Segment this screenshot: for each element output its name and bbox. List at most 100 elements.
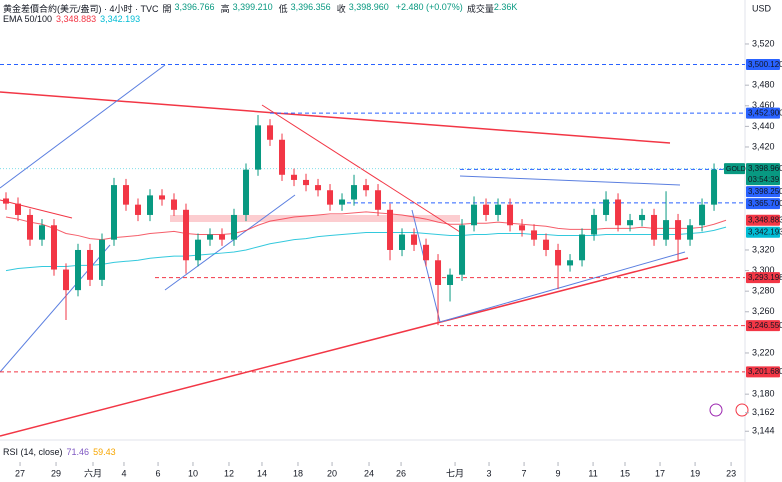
price-box — [746, 214, 780, 226]
x-tick-label: 12 — [224, 468, 234, 478]
candle-body — [459, 225, 466, 275]
candle-body — [591, 214, 598, 235]
candle-body — [99, 239, 106, 280]
candle-body — [423, 244, 430, 261]
trend-line — [0, 91, 671, 144]
y-tick-label: 3,420 — [752, 141, 775, 151]
ema-row: EMA 50/100 3,348.883 3,342.193 — [3, 14, 140, 24]
candle-body — [255, 125, 262, 170]
price-box-label: 3,246.550 — [748, 321, 782, 330]
y-tick-label: 3,162 — [752, 407, 775, 417]
drawings — [0, 64, 689, 437]
x-tick-label: 17 — [655, 468, 665, 478]
y-tick-label: 3,144 — [752, 426, 775, 436]
event-icon — [735, 403, 749, 417]
x-tick-label: 23 — [726, 468, 736, 478]
trend-line — [0, 64, 166, 189]
candle-body — [291, 174, 298, 180]
ohlc-value: 3,399.210 — [232, 2, 273, 12]
price-box-label: 3,201.680 — [748, 367, 782, 376]
candle-body — [279, 139, 286, 175]
ema-line — [5, 226, 727, 272]
candle-body — [387, 209, 394, 250]
header-row: 黄金差價合約(美元/盎司) · 4小时 · TVC 開 3,396.766 高 3,3… — [3, 2, 517, 15]
candle-body — [471, 204, 478, 226]
candle-body — [519, 225, 526, 231]
ohlc-value: 3,398.960 — [348, 2, 389, 12]
candle-body — [63, 269, 70, 291]
candle-body — [603, 199, 610, 215]
x-tick-label: 11 — [588, 468, 597, 478]
candle-body — [495, 204, 502, 215]
price-box — [746, 163, 780, 186]
price-box — [746, 198, 780, 210]
candle-body — [507, 204, 514, 226]
price-box — [746, 58, 780, 70]
zone — [170, 215, 460, 222]
ohlc-label: 開 — [162, 4, 172, 14]
price-box-label: 3,293.198 — [748, 273, 782, 282]
event-icon — [709, 403, 723, 417]
ohlc-label: 低 — [278, 4, 288, 14]
candle-body — [699, 204, 706, 226]
trend-line — [459, 175, 681, 186]
ema-value: 3,342.193 — [100, 14, 141, 24]
ema-line — [5, 211, 727, 241]
price-box — [746, 320, 780, 332]
candle-body — [579, 234, 586, 261]
candle-body — [555, 249, 562, 266]
price-box-label: 3,342.193 — [748, 228, 782, 237]
ohlc-value: 3,396.356 — [290, 2, 331, 12]
price-box-label: 3,398.250 — [748, 187, 782, 196]
candle-body — [627, 220, 634, 226]
x-tick-label: 七月 — [446, 468, 464, 478]
candle-body — [675, 220, 682, 240]
y-tick-label: 3,320 — [752, 244, 775, 254]
candle-body — [3, 198, 10, 204]
candle-body — [195, 239, 202, 261]
candle-body — [207, 234, 214, 240]
countdown: 03:54:39 — [748, 175, 780, 184]
trend-line — [0, 257, 689, 437]
price-box-label: 3,348.883 — [748, 216, 782, 225]
candle-body — [363, 185, 370, 191]
x-tick-label: 3 — [487, 468, 492, 478]
candle-body — [615, 199, 622, 226]
x-tick-label: 24 — [364, 468, 374, 478]
x-tick-label: 29 — [51, 468, 61, 478]
candle-body — [315, 185, 322, 191]
ema-label: EMA 50/100 — [3, 14, 53, 24]
candle-body — [435, 260, 442, 285]
candle-body — [375, 190, 382, 210]
candle-body — [339, 199, 346, 205]
x-tick-label: 20 — [327, 468, 337, 478]
candle-body — [651, 214, 658, 240]
trend-line — [164, 194, 296, 291]
x-tick-label: 7 — [522, 468, 527, 478]
y-tick-label: 3,480 — [752, 80, 775, 90]
symbol-tag-box — [724, 163, 745, 175]
x-tick-label: 14 — [257, 468, 267, 478]
candle-body — [87, 249, 94, 280]
symbol-title: 黄金差價合約(美元/盎司) · 4小时 · TVC — [3, 4, 159, 14]
candle-body — [303, 179, 310, 186]
x-tick-label: 4 — [121, 468, 126, 478]
candle-body — [147, 195, 154, 215]
candle-body — [531, 230, 538, 240]
candle-body — [159, 195, 166, 200]
x-tick-label: 26 — [396, 468, 406, 478]
candle-body — [351, 185, 358, 200]
candle-body — [663, 220, 670, 240]
y-tick-label: 3,220 — [752, 347, 775, 357]
candle-body — [15, 203, 22, 215]
volume: 2.36K — [493, 2, 518, 12]
price-box — [746, 366, 780, 378]
candle-body — [639, 214, 646, 221]
price-box-label: 3,500.120 — [748, 60, 782, 69]
y-tick-label: 3,260 — [752, 306, 775, 316]
y-tick-label: 3,460 — [752, 100, 775, 110]
trend-line — [439, 251, 686, 323]
candle-body — [711, 169, 718, 205]
candle-body — [171, 199, 178, 210]
